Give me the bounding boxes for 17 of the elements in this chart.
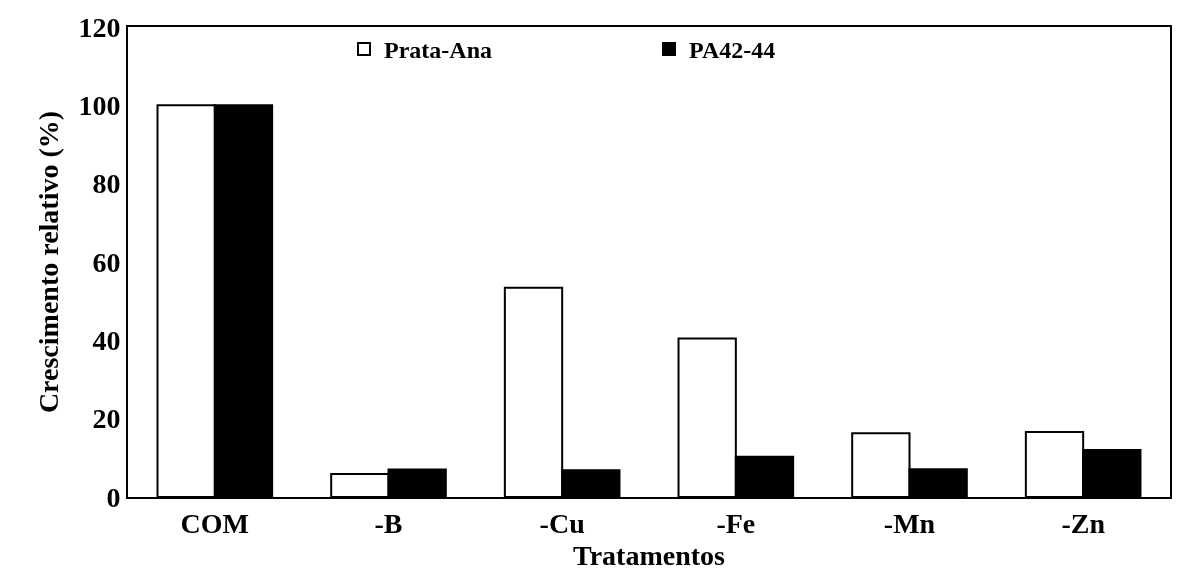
x-tick-label: -Fe [716, 507, 756, 539]
x-tick-label: COM [180, 507, 250, 539]
y-tick-label: 120 [78, 11, 121, 43]
y-tick-label: 80 [92, 168, 121, 200]
x-tick-label: -Mn [883, 507, 936, 539]
y-tick-label: 20 [92, 403, 121, 435]
y-tick-label: 100 [78, 90, 121, 122]
y-tick-label: 60 [92, 246, 121, 278]
x-axis-title: Tratamentos [573, 540, 726, 572]
y-axis-title: Crescimento relativo (%) [32, 110, 64, 414]
x-tick-label: -Cu [539, 507, 585, 539]
legend-label: Prata-Ana [384, 37, 492, 64]
x-tick-label: -Zn [1061, 507, 1106, 539]
legend-label: PA42-44 [689, 37, 776, 64]
x-tick-label: -B [374, 507, 403, 539]
y-tick-label: 0 [106, 481, 121, 513]
y-tick-label: 40 [92, 325, 121, 357]
